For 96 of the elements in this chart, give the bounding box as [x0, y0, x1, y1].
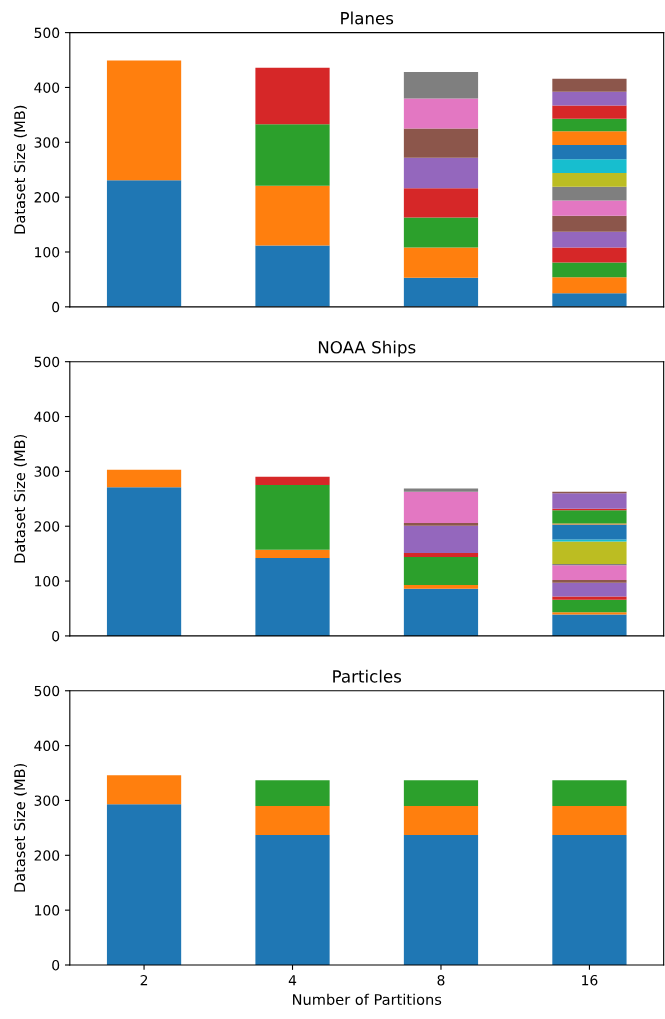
bar [552, 612, 627, 615]
y-tick-label: 100 [35, 576, 60, 587]
chart-title: NOAA Ships [318, 340, 416, 357]
y-tick-label: 400 [34, 82, 60, 93]
bar [552, 524, 627, 540]
bar [403, 522, 479, 526]
bar [403, 556, 479, 585]
bar [552, 118, 627, 132]
bar [255, 67, 330, 125]
bar [403, 780, 479, 806]
bar [552, 539, 627, 542]
y-tick-label: 100 [35, 905, 60, 916]
bar [403, 525, 479, 554]
bar [255, 805, 330, 836]
bar [106, 60, 182, 181]
bar [552, 835, 627, 965]
bar [403, 488, 479, 492]
bar [552, 78, 627, 92]
bar [552, 596, 627, 600]
bar [255, 549, 330, 559]
bar [106, 487, 182, 636]
bar [255, 476, 330, 486]
bar [255, 485, 330, 550]
y-tick-label: 200 [34, 521, 60, 532]
bar [552, 200, 627, 216]
bar [403, 584, 479, 589]
bar [255, 558, 330, 636]
bar [255, 245, 330, 307]
bar [552, 131, 627, 146]
bar [552, 262, 627, 278]
y-tick-label: 300 [34, 466, 60, 477]
y-tick-label: 500 [34, 27, 60, 39]
y-tick-label: 200 [34, 850, 60, 861]
x-axis-title: Number of Partitions [293, 993, 442, 1005]
y-tick-label: 100 [35, 246, 60, 258]
bar [403, 157, 479, 189]
x-tick-label: 8 [437, 974, 445, 986]
bar [403, 217, 479, 248]
y-axis-title: Dataset Size (MB) [13, 434, 27, 563]
bar [552, 510, 627, 524]
bar [403, 805, 479, 836]
bar [552, 231, 627, 248]
chart-title: Particles [333, 669, 402, 683]
bar [255, 124, 330, 186]
bar [552, 579, 627, 583]
bar [552, 780, 627, 806]
y-tick-label: 0 [52, 301, 60, 313]
bar [403, 98, 479, 129]
bar [552, 247, 627, 263]
y-tick-label: 400 [34, 411, 60, 423]
y-tick-label: 500 [34, 356, 60, 368]
bar [106, 804, 182, 965]
x-tick-label: 4 [288, 975, 297, 986]
bar [403, 277, 479, 307]
bar [255, 835, 330, 965]
y-tick-label: 300 [34, 795, 60, 806]
y-tick-label: 400 [34, 740, 60, 752]
x-tick-label: 16 [582, 974, 598, 986]
bar [403, 491, 479, 523]
bar [403, 553, 479, 557]
y-tick-label: 0 [52, 630, 60, 642]
y-tick-label: 0 [52, 959, 60, 971]
y-axis-title: Dataset Size (MB) [13, 763, 27, 892]
bar [552, 293, 627, 307]
bar [403, 247, 479, 278]
bar [403, 835, 479, 965]
bar [106, 775, 182, 805]
bar [552, 541, 627, 565]
bar [403, 128, 479, 158]
bar [552, 186, 627, 201]
bar [552, 159, 627, 174]
bar [552, 805, 627, 836]
bar [552, 105, 627, 119]
bar [552, 599, 627, 613]
bar [552, 614, 627, 636]
chart-title: Planes [341, 11, 394, 25]
bar [552, 173, 627, 187]
bar [255, 185, 330, 246]
bar [403, 588, 479, 636]
bar [552, 582, 627, 597]
bar [552, 215, 627, 232]
bar [255, 780, 330, 806]
y-tick-label: 200 [34, 192, 60, 203]
y-tick-label: 500 [34, 685, 60, 697]
bar [552, 91, 627, 106]
bar [106, 469, 182, 488]
y-tick-label: 300 [34, 137, 60, 148]
bar [552, 565, 627, 580]
bar [403, 72, 479, 99]
bar [106, 180, 182, 307]
y-axis-title: Dataset Size (MB) [13, 105, 27, 234]
bar [552, 277, 627, 294]
bar [552, 145, 627, 160]
x-tick-label: 2 [140, 974, 148, 986]
bar [403, 188, 479, 218]
bar [552, 493, 627, 509]
